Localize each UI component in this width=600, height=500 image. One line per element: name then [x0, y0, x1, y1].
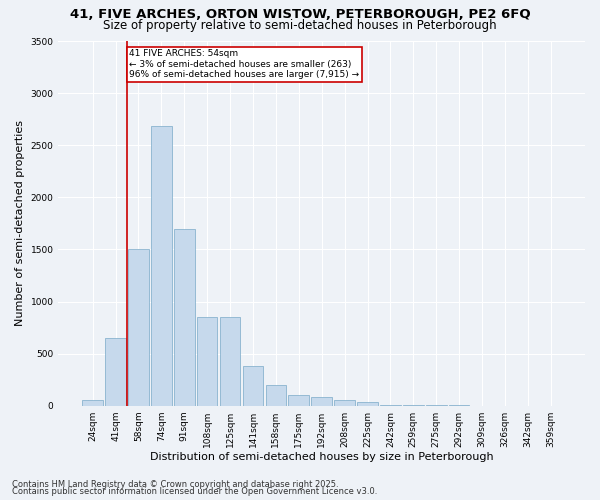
Bar [151, 126, 172, 406]
Text: Contains HM Land Registry data © Crown copyright and database right 2025.: Contains HM Land Registry data © Crown c… [12, 480, 338, 489]
Bar [426, 405, 446, 406]
Bar [174, 228, 194, 406]
Bar [380, 405, 401, 406]
Bar [334, 400, 355, 406]
Bar [197, 317, 217, 406]
Y-axis label: Number of semi-detached properties: Number of semi-detached properties [15, 120, 25, 326]
Bar [105, 338, 126, 406]
Bar [266, 385, 286, 406]
Bar [403, 405, 424, 406]
Bar [289, 396, 309, 406]
Bar [311, 398, 332, 406]
Bar [220, 317, 241, 406]
Text: Contains public sector information licensed under the Open Government Licence v3: Contains public sector information licen… [12, 487, 377, 496]
Bar [242, 366, 263, 406]
Bar [449, 405, 469, 406]
X-axis label: Distribution of semi-detached houses by size in Peterborough: Distribution of semi-detached houses by … [150, 452, 494, 462]
Bar [82, 400, 103, 406]
Text: 41, FIVE ARCHES, ORTON WISTOW, PETERBOROUGH, PE2 6FQ: 41, FIVE ARCHES, ORTON WISTOW, PETERBORO… [70, 8, 530, 20]
Bar [357, 402, 378, 406]
Text: Size of property relative to semi-detached houses in Peterborough: Size of property relative to semi-detach… [103, 19, 497, 32]
Text: 41 FIVE ARCHES: 54sqm
← 3% of semi-detached houses are smaller (263)
96% of semi: 41 FIVE ARCHES: 54sqm ← 3% of semi-detac… [130, 50, 359, 79]
Bar [128, 250, 149, 406]
